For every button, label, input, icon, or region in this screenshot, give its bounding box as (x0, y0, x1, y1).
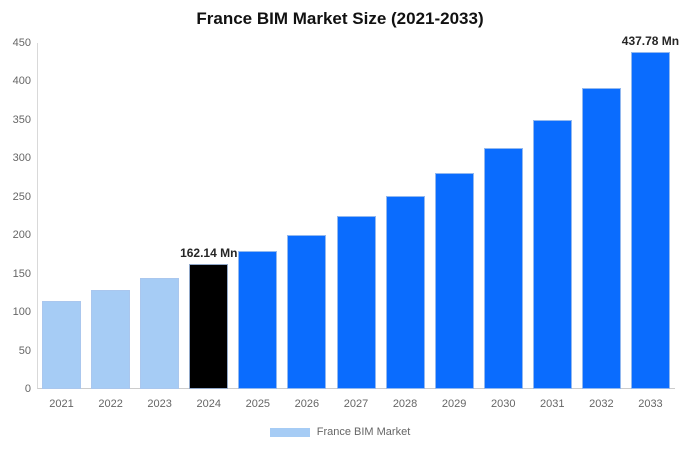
bar-2029 (434, 172, 474, 389)
x-tick-2030: 2030 (490, 398, 516, 410)
bar-2027 (336, 216, 376, 389)
y-tick-350: 350 (12, 113, 31, 126)
bar-2033 (630, 52, 670, 389)
bar-2030 (483, 148, 523, 389)
bar-2023 (140, 277, 180, 389)
x-tick-2029: 2029 (441, 398, 467, 410)
y-tick-250: 250 (12, 190, 31, 203)
bar-value-label-2033: 437.78 Mn (621, 34, 680, 49)
y-tick-100: 100 (12, 306, 31, 319)
y-tick-200: 200 (12, 229, 31, 242)
y-tick-0: 0 (24, 383, 31, 395)
x-tick-2023: 2023 (147, 398, 172, 410)
bar-value-label-2024: 162.14 Mn (180, 246, 238, 261)
y-tick-150: 150 (12, 267, 31, 280)
bar-2021 (42, 300, 82, 389)
x-tick-2032: 2032 (589, 398, 614, 410)
bar-2026 (287, 235, 327, 389)
y-tick-300: 300 (12, 152, 31, 165)
bar-2024 (189, 264, 229, 389)
bar-2022 (91, 289, 131, 389)
y-tick-400: 400 (12, 75, 31, 88)
x-tick-2025: 2025 (245, 398, 271, 410)
chart-title: France BIM Market Size (2021-2033) (196, 9, 484, 28)
bar-2031 (532, 119, 572, 389)
x-tick-2024: 2024 (196, 398, 221, 410)
x-tick-2028: 2028 (392, 398, 418, 410)
x-tick-2021: 2021 (49, 398, 74, 410)
x-tick-2027: 2027 (343, 398, 369, 410)
y-tick-450: 450 (12, 37, 31, 49)
y-tick-50: 50 (18, 344, 31, 357)
bar-2032 (581, 88, 621, 389)
x-tick-2022: 2022 (98, 398, 123, 410)
x-tick-2026: 2026 (294, 398, 320, 410)
bar-2028 (385, 196, 425, 389)
bar-2025 (238, 250, 278, 389)
x-tick-2031: 2031 (540, 398, 565, 410)
legend-swatch (269, 427, 310, 437)
legend: France BIM Market (0, 426, 680, 438)
x-tick-2033: 2033 (638, 398, 663, 410)
legend-label: France BIM Market (316, 426, 411, 438)
